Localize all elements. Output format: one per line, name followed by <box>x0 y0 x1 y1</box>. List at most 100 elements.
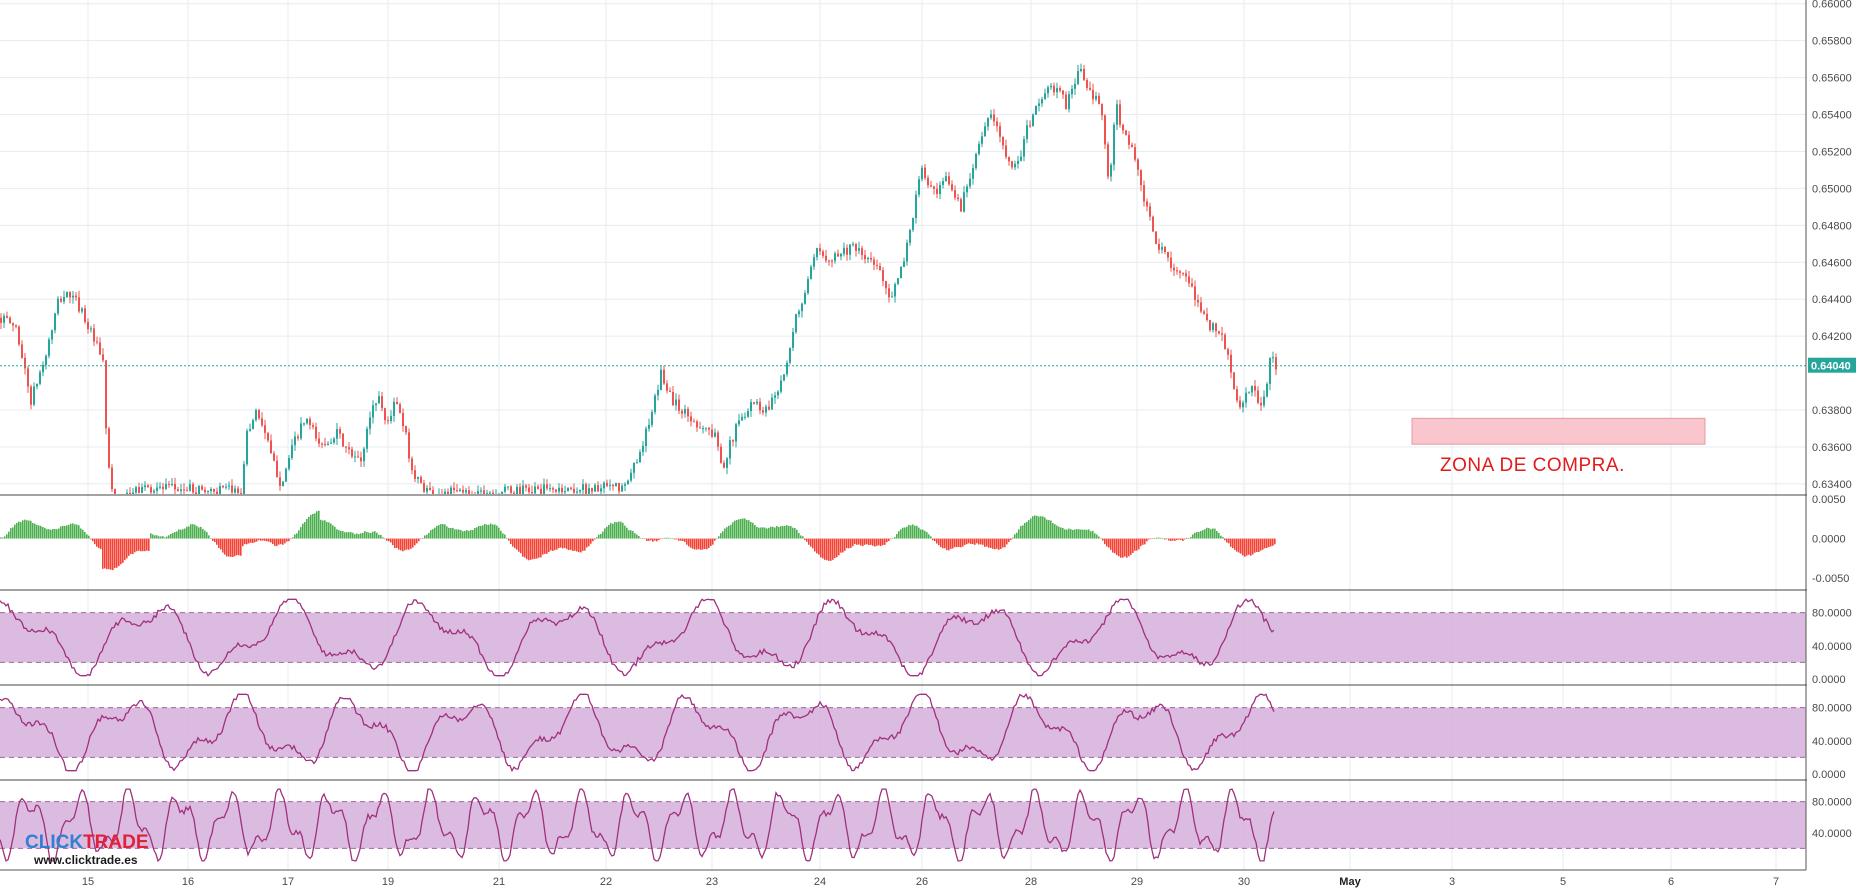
histogram-bar <box>140 538 142 552</box>
histogram-bar <box>20 522 22 539</box>
candle-body <box>639 452 641 463</box>
candle-body <box>1269 358 1271 384</box>
candle-body <box>1215 323 1217 332</box>
candle-body <box>960 199 962 212</box>
candle-body <box>465 490 467 493</box>
histogram-bar <box>660 538 662 540</box>
candle-body <box>15 325 17 327</box>
candle-body <box>21 344 23 358</box>
candle-body <box>1149 206 1151 217</box>
histogram-bar <box>722 531 724 539</box>
histogram-bar <box>56 529 58 539</box>
candle-body <box>369 417 371 429</box>
histogram-bar <box>1254 538 1256 553</box>
candle-body <box>162 486 164 489</box>
histogram-bar <box>624 525 626 539</box>
time-tick-label: 17 <box>282 876 294 888</box>
candle-body <box>360 457 362 462</box>
histogram-bar <box>960 538 962 548</box>
candle-body <box>768 406 770 410</box>
stochastic-tick-label: 40.0000 <box>1812 828 1852 840</box>
candle-body <box>171 483 173 485</box>
histogram-bar <box>196 526 198 539</box>
candle-body <box>861 248 863 256</box>
candle-body <box>1077 70 1079 84</box>
histogram-bar <box>854 538 856 545</box>
histogram-bar <box>824 538 826 560</box>
histogram-bar <box>752 522 754 539</box>
candle-body <box>972 167 974 179</box>
histogram-bar <box>616 522 618 539</box>
histogram-bar <box>50 529 52 539</box>
histogram-tick-label: 0.0000 <box>1812 534 1846 546</box>
candle-body <box>102 354 104 361</box>
histogram-bar <box>902 527 904 539</box>
histogram-bar <box>1128 538 1130 557</box>
histogram-bar <box>1048 520 1050 539</box>
candle-body <box>942 181 944 185</box>
candle-body <box>921 167 923 180</box>
histogram-bar <box>806 538 808 542</box>
candle-body <box>594 485 596 492</box>
histogram-bar <box>318 510 320 539</box>
histogram-tick-label: -0.0050 <box>1812 573 1849 585</box>
histogram-bar <box>844 538 846 551</box>
histogram-bar <box>360 533 362 539</box>
histogram-bar <box>412 538 414 548</box>
histogram-bar <box>766 528 768 539</box>
candle-body <box>957 197 959 200</box>
histogram-bar <box>856 538 858 545</box>
stochastic-band <box>0 707 1806 758</box>
histogram-bar <box>1054 524 1056 539</box>
histogram-bar <box>90 538 92 540</box>
stochastic-series <box>0 598 1806 863</box>
candle-body <box>483 490 485 494</box>
histogram-bar <box>864 538 866 545</box>
candle-body <box>1071 88 1073 95</box>
histogram-bar <box>914 525 916 539</box>
candle-body <box>1122 124 1124 131</box>
candle-body <box>447 491 449 494</box>
candle-body <box>612 484 614 487</box>
time-axis[interactable]: 15 16 17 19 21 22 23 24 26 28 29 30 May 3 5 6 7 <box>82 876 1779 888</box>
price-axis[interactable]: 0.66000 0.65800 0.65600 0.65400 0.65200 0.650… <box>1807 0 1856 895</box>
histogram-bar <box>866 538 868 545</box>
histogram-bar <box>792 527 794 539</box>
candle-body <box>906 242 908 262</box>
histogram-bar <box>1236 538 1238 552</box>
histogram-bar <box>304 522 306 539</box>
histogram-bar <box>1004 538 1006 548</box>
histogram-bar <box>1106 538 1108 547</box>
histogram-bar <box>444 524 446 539</box>
candle-body <box>789 347 791 363</box>
candle-body <box>300 423 302 439</box>
candle-body <box>765 406 767 413</box>
histogram-bar <box>644 538 646 540</box>
candle-body <box>852 244 854 246</box>
histogram-bar <box>162 536 164 539</box>
histogram-bar <box>1216 531 1218 539</box>
histogram-bar <box>1090 531 1092 539</box>
time-tick-label: 24 <box>814 876 826 888</box>
histogram-bar <box>374 531 376 539</box>
price-tick-label: 0.63600 <box>1812 442 1852 454</box>
histogram-bar <box>370 532 372 539</box>
histogram-bar <box>212 538 214 541</box>
histogram-bar <box>548 538 550 553</box>
stochastic-tick-label: 80.0000 <box>1812 797 1852 809</box>
histogram-bar <box>120 538 122 565</box>
candle-body <box>486 493 488 494</box>
histogram-bar <box>240 538 242 556</box>
candle-body <box>597 485 599 492</box>
candle-body <box>429 487 431 491</box>
histogram-bar <box>402 538 404 552</box>
histogram-bar <box>1006 538 1008 545</box>
candle-body <box>1005 145 1007 157</box>
histogram-bar <box>1156 537 1158 539</box>
candle-body <box>129 492 131 494</box>
candle-body <box>84 308 86 322</box>
histogram-bar <box>884 538 886 545</box>
histogram-bar <box>324 520 326 539</box>
candle-body <box>390 415 392 421</box>
candle-body <box>747 411 749 417</box>
